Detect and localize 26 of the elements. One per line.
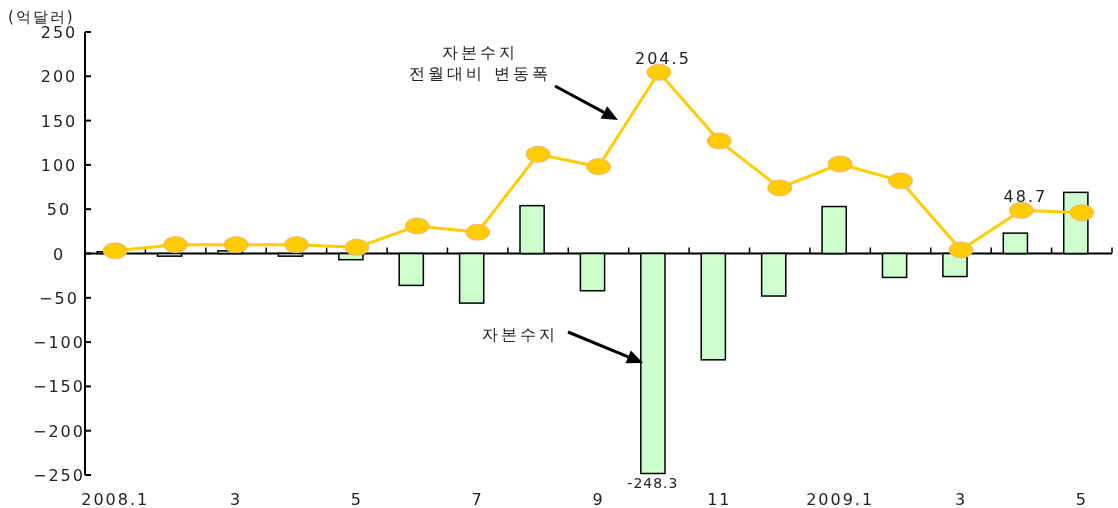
y-tick-label: −250 [33, 466, 85, 485]
y-tick-label: 0 [52, 244, 66, 264]
x-tick-label: 9 [592, 490, 605, 508]
y-tick-label: −50 [39, 288, 79, 308]
data-label: 204.5 [635, 49, 691, 69]
y-tick-label: −150 [33, 377, 85, 397]
y-tick-label: 150 [40, 111, 78, 131]
y-tick-label: −200 [33, 421, 85, 441]
x-tick-label: 2009.1 [806, 490, 875, 508]
data-label: -248.3 [627, 475, 679, 492]
x-tick-label: 3 [954, 490, 968, 508]
x-tick-label: 7 [471, 490, 484, 508]
x-tick-label: 11 [707, 490, 732, 508]
annotation: 자본수지 전월대비 변동폭 [409, 43, 551, 83]
y-axis-title: (억달러) [8, 8, 75, 26]
y-tick-label: 50 [46, 200, 72, 220]
y-tick-label: 100 [40, 155, 78, 175]
x-tick-label: 5 [1075, 490, 1088, 508]
point [586, 158, 611, 176]
annotation: 자본수지 [482, 325, 558, 344]
y-tick-label: −100 [33, 333, 85, 353]
data-label: 48.7 [1003, 187, 1048, 207]
x-tick-label: 2008.1 [81, 490, 150, 508]
y-tick-label: 200 [40, 67, 78, 87]
x-tick-label: 3 [229, 490, 243, 508]
x-tick-label: 5 [350, 490, 363, 508]
